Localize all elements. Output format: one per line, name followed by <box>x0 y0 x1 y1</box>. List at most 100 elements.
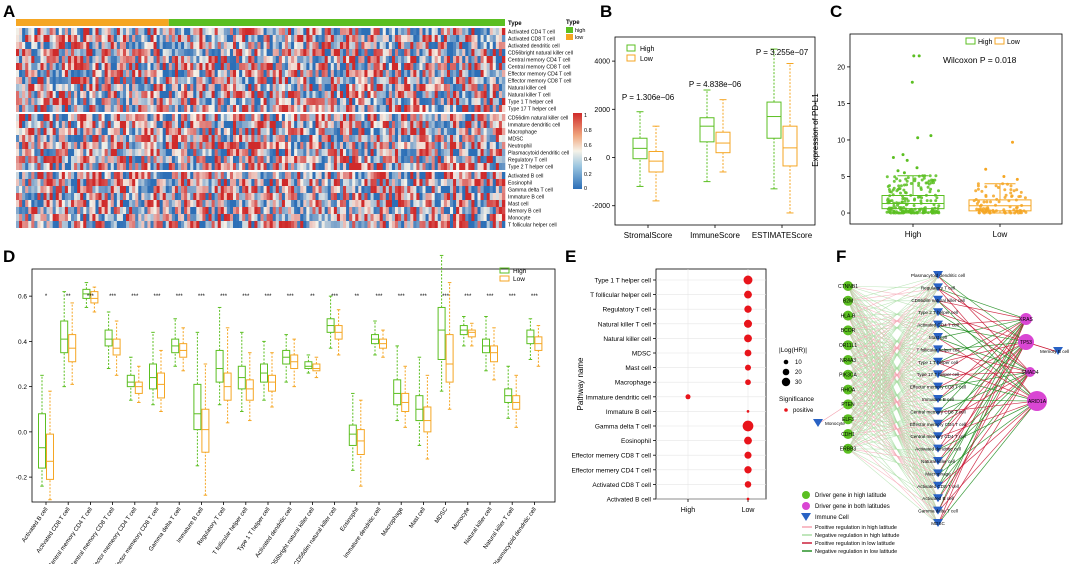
heatmap-cell <box>288 98 292 105</box>
heatmap-cell <box>193 207 197 214</box>
heatmap-cell <box>498 128 503 135</box>
heatmap-cell <box>294 77 298 84</box>
heatmap-cell <box>349 77 353 84</box>
jitter-point <box>899 184 903 188</box>
heatmap-cell <box>58 128 63 135</box>
heatmap-cell <box>141 135 145 142</box>
heatmap-cell <box>162 186 167 193</box>
heatmap-cell <box>77 42 81 49</box>
heatmap-cell <box>284 128 289 135</box>
heatmap-cell <box>43 105 47 112</box>
heatmap-cell <box>379 35 384 42</box>
heatmap-cell <box>16 70 20 77</box>
heatmap-cell <box>168 207 173 214</box>
heatmap-cell <box>257 56 261 63</box>
heatmap-cell <box>321 105 325 112</box>
heatmap-cell <box>367 77 371 84</box>
heatmap-cell <box>425 63 429 70</box>
heatmap-cell <box>83 114 87 121</box>
type-bar-high <box>168 19 505 26</box>
heatmap-cell <box>80 200 84 207</box>
heatmap-cell <box>147 221 151 228</box>
heatmap-cell <box>349 163 353 170</box>
heatmap-cell <box>122 142 127 149</box>
heatmap-cell <box>431 163 436 170</box>
heatmap-cell <box>391 200 396 207</box>
heatmap-cell <box>443 149 448 156</box>
heatmap-cell <box>122 28 127 35</box>
heatmap-cell <box>379 63 384 70</box>
heatmap-cell <box>416 172 420 179</box>
heatmap-cell <box>266 114 270 121</box>
heatmap-cell <box>174 179 179 186</box>
heatmap-cell <box>236 98 240 105</box>
heatmap-cell <box>376 56 380 63</box>
heatmap-cell <box>483 84 487 91</box>
heatmap-cell <box>208 163 212 170</box>
heatmap-cell <box>211 63 215 70</box>
heatmap-cell <box>22 114 26 121</box>
heatmap-cell <box>266 42 270 49</box>
heatmap-cell <box>193 214 197 221</box>
heatmap-cell <box>31 221 35 228</box>
jitter-point <box>989 200 992 204</box>
heatmap-cell <box>260 77 264 84</box>
heatmap-cell <box>419 121 423 128</box>
heatmap-cell <box>398 193 402 200</box>
jitter-point <box>886 198 890 202</box>
heatmap-cell <box>138 70 142 77</box>
heatmap-cell <box>459 42 463 49</box>
heatmap-cell <box>272 42 277 49</box>
heatmap-cell <box>367 35 371 42</box>
jitter-point <box>1009 191 1013 195</box>
heatmap-cell <box>77 91 81 98</box>
heatmap-cell <box>40 135 44 142</box>
heatmap-cell <box>92 28 96 35</box>
heatmap-cell <box>217 28 222 35</box>
heatmap-cell <box>126 200 130 207</box>
heatmap-cell <box>223 221 228 228</box>
heatmap-cell <box>80 214 84 221</box>
heatmap-cell <box>291 193 295 200</box>
heatmap-cell <box>361 186 365 193</box>
heatmap-cell <box>168 135 173 142</box>
heatmap-cell <box>110 121 115 128</box>
heatmap-cell <box>385 179 390 186</box>
heatmap-cell <box>132 156 136 163</box>
heatmap-cell <box>74 200 78 207</box>
heatmap-cell <box>132 98 136 105</box>
heatmap-cell <box>385 142 390 149</box>
heatmap-cell <box>419 56 423 63</box>
heatmap-cell <box>321 135 325 142</box>
heatmap-cell <box>315 186 319 193</box>
heatmap-cell <box>162 200 167 207</box>
heatmap-cell <box>126 105 130 112</box>
heatmap-cell <box>382 49 387 56</box>
heatmap-cell <box>449 142 454 149</box>
heatmap-cell <box>333 149 338 156</box>
jitter-point <box>1003 188 1007 192</box>
heatmap-cell <box>22 121 26 128</box>
heatmap-cell <box>291 121 295 128</box>
heatmap-cell <box>89 91 93 98</box>
heatmap-cell <box>16 56 20 63</box>
heatmap-cell <box>92 142 96 149</box>
heatmap-cell <box>104 56 108 63</box>
heatmap-cell <box>309 221 313 228</box>
heatmap-cell <box>413 156 417 163</box>
heatmap-cell <box>147 105 151 112</box>
heatmap-cell <box>459 49 463 56</box>
heatmap-cell <box>129 114 133 121</box>
heatmap-cell <box>31 56 35 63</box>
heatmap-cell <box>336 156 341 163</box>
heatmap-cell <box>443 42 448 49</box>
heatmap-cell <box>28 193 32 200</box>
heatmap-cell <box>214 172 219 179</box>
heatmap-cell <box>150 77 154 84</box>
heatmap-cell <box>272 135 277 142</box>
heatmap-cell <box>306 149 310 156</box>
heatmap-cell <box>456 214 460 221</box>
heatmap-cell <box>150 91 154 98</box>
heatmap-cell <box>260 63 264 70</box>
heatmap-row-label: Activated dendritic cell <box>508 44 560 50</box>
